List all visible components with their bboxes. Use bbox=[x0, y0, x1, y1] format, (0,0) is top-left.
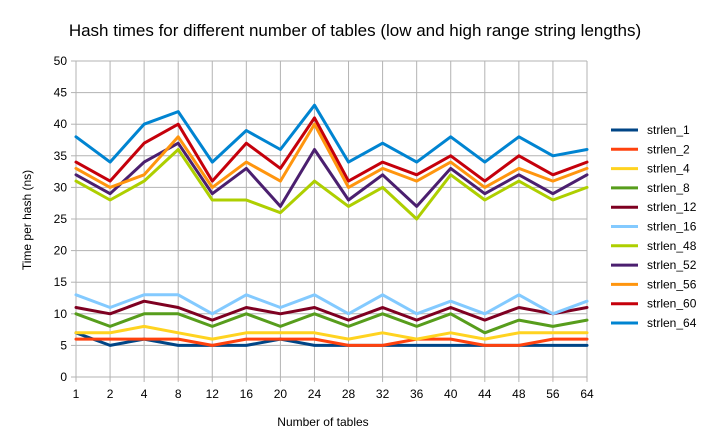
series-line-strlen-2 bbox=[74, 337, 589, 347]
series-line-strlen-52 bbox=[74, 141, 589, 208]
legend-label-strlen-12: strlen_12 bbox=[647, 200, 697, 214]
y-tick-label: 20 bbox=[54, 244, 68, 258]
series-line-strlen-48 bbox=[74, 148, 589, 221]
legend: strlen_1 strlen_2 strlen_4 strlen_8 strlen_1… bbox=[611, 123, 697, 330]
x-tick-label: 16 bbox=[240, 387, 254, 401]
legend-label-strlen-60: strlen_60 bbox=[647, 297, 697, 311]
series-line-strlen-64 bbox=[74, 103, 589, 164]
y-tick-label: 50 bbox=[54, 54, 68, 68]
x-tick-label: 28 bbox=[342, 387, 356, 401]
y-tick-label: 15 bbox=[54, 275, 68, 289]
x-tick-label: 8 bbox=[175, 387, 182, 401]
series-line-strlen-60 bbox=[74, 116, 589, 183]
y-tick-label: 25 bbox=[54, 212, 68, 226]
legend-label-strlen-52: strlen_52 bbox=[647, 258, 697, 272]
y-axis-label: Time per hash (ns) bbox=[20, 170, 34, 270]
series-line-strlen-8 bbox=[74, 312, 589, 335]
x-tick-label: 44 bbox=[478, 387, 492, 401]
y-tick-label: 35 bbox=[54, 149, 68, 163]
series-line-strlen-16 bbox=[74, 293, 589, 316]
x-tick-label: 24 bbox=[308, 387, 322, 401]
legend-label-strlen-1: strlen_1 bbox=[647, 123, 690, 137]
y-tick-label: 30 bbox=[54, 180, 68, 194]
x-tick-label: 32 bbox=[376, 387, 390, 401]
x-tick-label: 36 bbox=[410, 387, 424, 401]
chart-title: Hash times for different number of table… bbox=[69, 21, 641, 40]
legend-label-strlen-2: strlen_2 bbox=[647, 142, 690, 156]
legend-label-strlen-8: strlen_8 bbox=[647, 181, 690, 195]
y-tick-label: 0 bbox=[60, 370, 67, 384]
axes bbox=[71, 60, 588, 382]
x-tick-label: 40 bbox=[444, 387, 458, 401]
y-tick-label: 5 bbox=[60, 338, 67, 352]
x-tick-label: 4 bbox=[141, 387, 148, 401]
x-tick-label: 1 bbox=[73, 387, 80, 401]
grid bbox=[75, 60, 588, 378]
series-lines bbox=[74, 103, 589, 347]
x-tick-label: 64 bbox=[580, 387, 594, 401]
legend-label-strlen-56: strlen_56 bbox=[647, 277, 697, 291]
x-tick-label: 2 bbox=[107, 387, 114, 401]
legend-label-strlen-16: strlen_16 bbox=[647, 220, 697, 234]
x-tick-label: 12 bbox=[206, 387, 220, 401]
y-tick-label: 45 bbox=[54, 86, 68, 100]
legend-label-strlen-4: strlen_4 bbox=[647, 162, 690, 176]
x-tick-label: 48 bbox=[512, 387, 526, 401]
x-tick-label: 56 bbox=[546, 387, 560, 401]
x-tick-label: 20 bbox=[274, 387, 288, 401]
legend-label-strlen-48: strlen_48 bbox=[647, 239, 697, 253]
series-line-strlen-12 bbox=[74, 299, 589, 322]
x-axis-label: Number of tables bbox=[277, 415, 368, 429]
series-line-strlen-56 bbox=[74, 122, 589, 189]
legend-label-strlen-64: strlen_64 bbox=[647, 316, 697, 330]
y-tick-label: 10 bbox=[54, 307, 68, 321]
series-line-strlen-4 bbox=[74, 324, 589, 341]
y-tick-label: 40 bbox=[54, 117, 68, 131]
